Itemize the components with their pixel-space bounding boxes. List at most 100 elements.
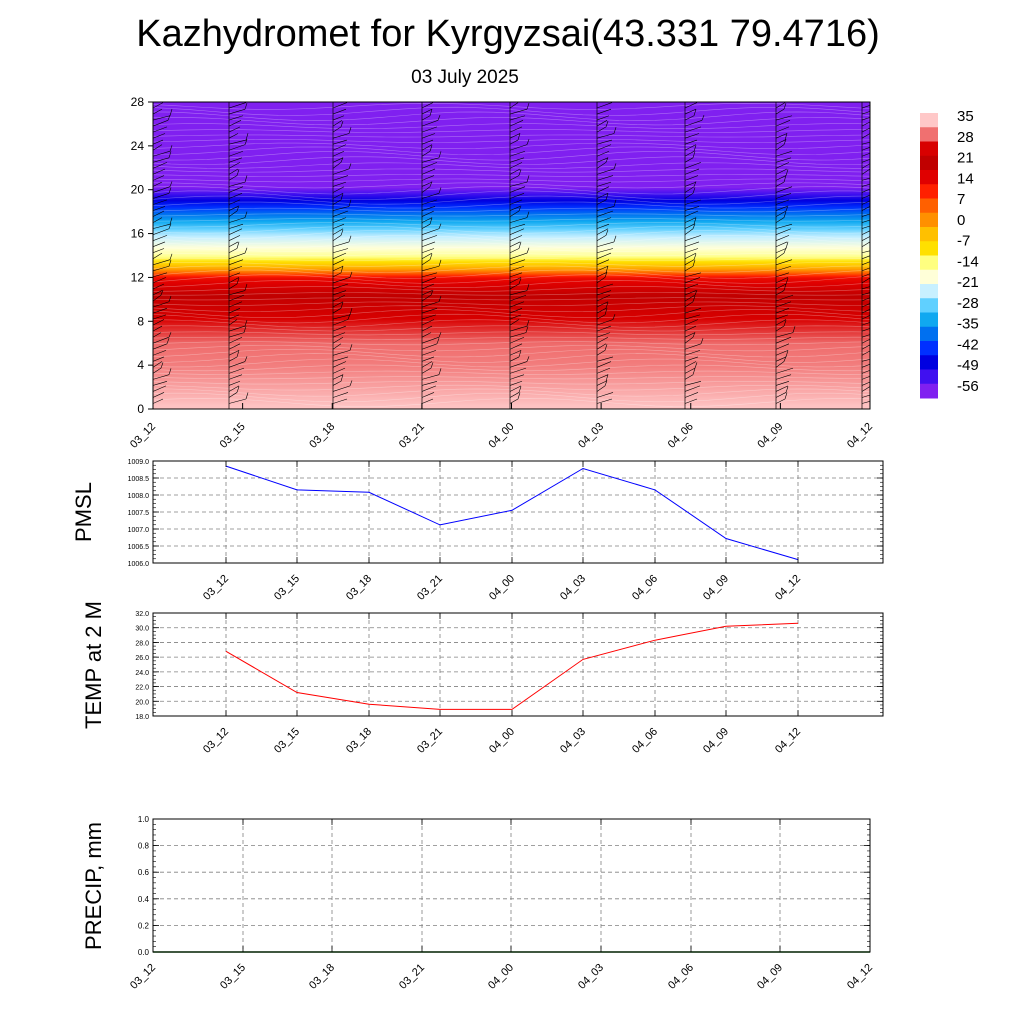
wind-barb [421, 162, 438, 169]
wind-barb [421, 241, 436, 248]
wind-barb [861, 152, 870, 157]
temperature-contour [153, 129, 870, 133]
wind-barb [332, 392, 349, 398]
wind-barb [861, 133, 870, 139]
wind-barb-feather [871, 380, 873, 385]
wind-barb [596, 385, 606, 392]
shading-band [153, 390, 870, 393]
wind-barb [684, 265, 694, 272]
shading-band [153, 233, 870, 236]
wind-barb-feather [430, 289, 434, 296]
wind-barb [153, 144, 163, 151]
wind-barb [861, 127, 870, 133]
shading-band [153, 171, 870, 173]
shading-band [153, 321, 870, 323]
wind-barb-feather [429, 217, 433, 225]
wind-barb [332, 277, 351, 284]
wind-barb [684, 308, 702, 314]
wind-barb [332, 361, 347, 368]
wind-barb [332, 206, 350, 211]
temperature-contour [153, 345, 870, 352]
y-tick-label: 1007.5 [128, 510, 150, 517]
wind-barb-feather [526, 211, 530, 218]
wind-barb [421, 186, 431, 193]
y-tick-label: 1006.0 [128, 561, 150, 568]
temperature-contour [153, 117, 870, 126]
wind-barb [596, 252, 612, 260]
wind-barb [596, 223, 610, 229]
wind-barb [228, 385, 240, 392]
wind-barb [421, 367, 432, 374]
shading-band [153, 300, 870, 303]
wind-barb-feather [701, 115, 705, 121]
wind-barb [332, 283, 349, 290]
shading-band [153, 355, 870, 357]
wind-barb [596, 325, 612, 332]
shading-band [153, 143, 870, 146]
shading-band [153, 159, 870, 161]
wind-barb [421, 210, 435, 217]
shading-band [153, 259, 870, 262]
temperature-contour [153, 151, 870, 161]
wind-barb [596, 157, 609, 163]
wind-barb [684, 374, 694, 380]
wind-barb [421, 126, 438, 133]
wind-barb-feather [692, 259, 696, 267]
wind-barb [153, 392, 165, 398]
colorbar-label: 0 [957, 212, 965, 229]
shading-band [153, 104, 870, 106]
colorbar-label: -35 [957, 316, 979, 333]
shading-band [153, 369, 870, 372]
shading-band [153, 276, 870, 279]
shading-band [153, 137, 870, 139]
wind-barb-feather [340, 193, 344, 200]
wind-barb-feather [785, 277, 789, 285]
wind-barb [861, 308, 870, 314]
wind-barb-feather [783, 211, 787, 218]
wind-barb [228, 199, 241, 205]
wind-barb [861, 163, 870, 169]
wind-barb [684, 133, 700, 139]
wind-barb-feather [785, 386, 789, 393]
colorbar-label: -7 [957, 233, 970, 250]
shading-band [153, 114, 870, 116]
wind-barb [509, 115, 526, 121]
shading-band [153, 307, 870, 309]
wind-barb [153, 343, 168, 350]
shading-band [153, 368, 870, 371]
shading-band [153, 302, 870, 305]
wind-barb [509, 199, 523, 205]
colorbar-swatch [920, 383, 938, 399]
wind-barb-feather [340, 374, 344, 382]
wind-barb [153, 332, 162, 338]
shading-band [153, 328, 870, 331]
wind-barb [332, 252, 347, 260]
wind-barb-feather [784, 133, 788, 141]
wind-barb [775, 126, 790, 133]
wind-barb-feather [526, 102, 530, 110]
colorbar-swatch [920, 155, 938, 171]
wind-barb [421, 301, 440, 308]
shading-band [153, 370, 870, 373]
time-tick-label: 03_21 [397, 421, 427, 451]
wind-barb [596, 356, 614, 362]
wind-barb [228, 120, 242, 127]
wind-barb [684, 277, 701, 284]
temperature-contour [153, 262, 870, 267]
shading-band [153, 399, 870, 401]
shading-band [153, 144, 870, 147]
wind-barb [509, 108, 528, 115]
wind-barb [596, 308, 607, 314]
wind-barb-feather [168, 187, 172, 194]
wind-barb [228, 336, 243, 344]
shading-band [153, 268, 870, 271]
wind-barb-column [775, 102, 796, 409]
wind-barb [228, 157, 243, 163]
wind-barb [775, 290, 785, 296]
shading-band [153, 354, 870, 356]
wind-barb [775, 277, 789, 284]
wind-barb [775, 248, 787, 254]
temperature-contour [153, 111, 870, 121]
wind-barb [421, 374, 440, 380]
wind-barb-feather [168, 223, 172, 229]
